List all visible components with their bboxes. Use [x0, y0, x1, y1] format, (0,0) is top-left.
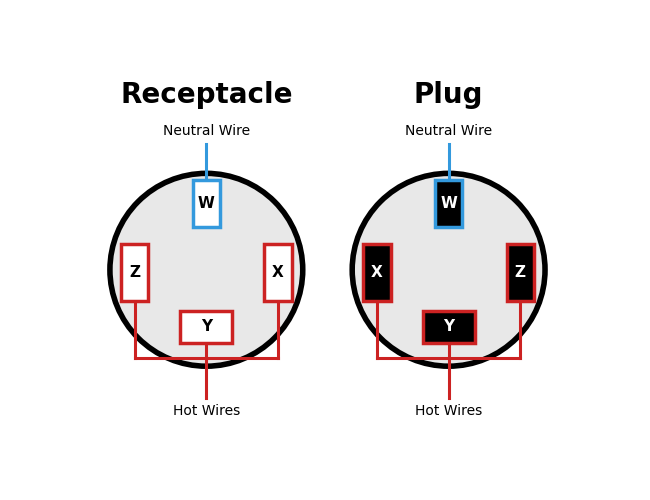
Text: Y: Y: [201, 319, 212, 334]
Bar: [435, 180, 462, 226]
Bar: [121, 244, 148, 300]
Text: W: W: [440, 196, 457, 210]
Text: Hot Wires: Hot Wires: [173, 404, 240, 418]
Text: Z: Z: [515, 265, 526, 280]
Text: Neutral Wire: Neutral Wire: [405, 124, 492, 138]
Bar: [193, 180, 220, 226]
Text: Hot Wires: Hot Wires: [415, 404, 482, 418]
Text: Y: Y: [443, 319, 454, 334]
Bar: [507, 244, 534, 300]
Circle shape: [352, 174, 545, 366]
Bar: [265, 244, 292, 300]
Bar: [422, 310, 474, 342]
Bar: [181, 310, 232, 342]
Text: Z: Z: [129, 265, 140, 280]
Text: Receptacle: Receptacle: [120, 81, 292, 109]
Text: X: X: [371, 265, 383, 280]
Bar: [363, 244, 391, 300]
Text: Neutral Wire: Neutral Wire: [162, 124, 250, 138]
Text: W: W: [198, 196, 214, 210]
Text: Plug: Plug: [414, 81, 484, 109]
Text: X: X: [272, 265, 284, 280]
Circle shape: [110, 174, 303, 366]
